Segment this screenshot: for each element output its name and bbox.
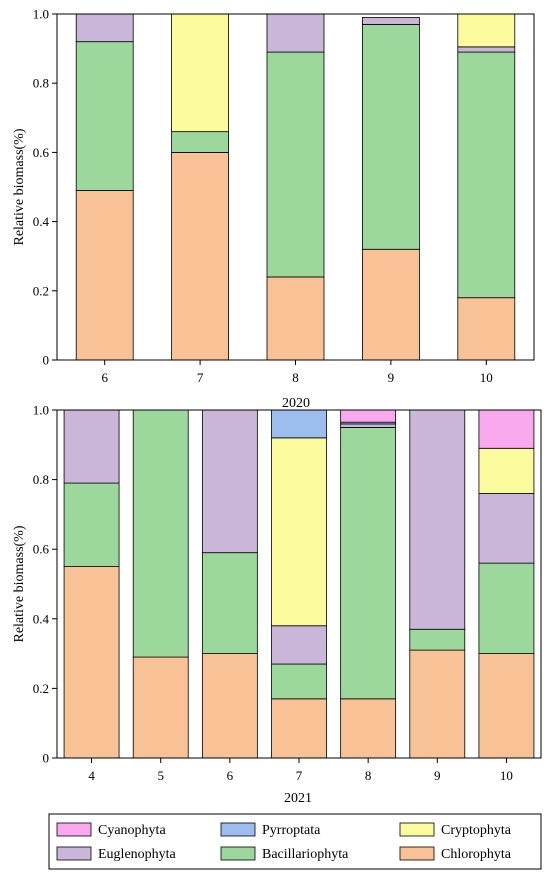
legend-swatch-pyrroptata [220, 822, 256, 837]
bar-segment-chlorophyta-9 [361, 248, 420, 361]
bar-segment-bacillariophyta-8 [266, 51, 325, 278]
y-tick-label: 0.4 [33, 611, 50, 626]
legend-label-cryptophyta: Cryptophyta [441, 823, 512, 838]
x-axis-title-2020: 2020 [282, 396, 310, 411]
bar-segment-bacillariophyta-7 [171, 131, 230, 153]
bar-segment-cyanophyta-8 [340, 409, 397, 423]
chart-2020: 6 7 8 9 10 0 0.2 0.4 0.6 0.8 1.0 2020 Relative bio… [12, 7, 535, 411]
bars-2020 [75, 13, 516, 361]
bar-segment-chlorophyta-9 [409, 649, 466, 759]
legend-label-cyanophyta: Cyanophyta [98, 823, 166, 838]
legend-swatch-bacillariophyta [220, 846, 256, 861]
x-tick-label: 10 [480, 370, 493, 385]
ticks-2020: 6 7 8 9 10 0 0.2 0.4 0.6 0.8 1.0 [33, 7, 493, 386]
ticks-2021: 4 5 6 7 8 9 10 0 0.2 0.4 0.6 0.8 1.0 [33, 403, 513, 784]
x-tick-label: 6 [227, 768, 234, 783]
bar-segment-cryptophyta-10 [457, 13, 516, 48]
bar-segment-euglenophyta-7 [271, 625, 327, 665]
bars-2021 [63, 409, 535, 759]
y-tick-label: 0.8 [33, 76, 49, 91]
bar-segment-bacillariophyta-8 [340, 426, 397, 700]
legend-swatch-euglenophyta [56, 846, 92, 861]
bar-segment-cyanophyta-10 [478, 409, 535, 449]
y-tick-label: 1.0 [33, 7, 49, 22]
y-tick-label: 0.6 [33, 542, 50, 557]
bar-segment-chlorophyta-5 [132, 656, 189, 759]
x-tick-label: 7 [296, 768, 303, 783]
bar-segment-chlorophyta-7 [171, 151, 230, 361]
bar-segment-euglenophyta-8 [266, 13, 325, 53]
chart-2021: 4 5 6 7 8 9 10 0 0.2 0.4 0.6 0.8 1.0 2021 Relative b… [12, 403, 542, 806]
legend-swatch-chlorophyta [399, 846, 435, 861]
bar-segment-chlorophyta-10 [457, 297, 516, 361]
y-tick-label: 0.2 [33, 681, 49, 696]
x-tick-label: 5 [157, 768, 164, 783]
bar-segment-chlorophyta-8 [340, 698, 397, 759]
x-axis-title-2021: 2021 [284, 791, 312, 806]
y-tick-label: 1.0 [33, 403, 49, 418]
bar-segment-euglenophyta-9 [409, 409, 466, 630]
bar-segment-euglenophyta-6 [201, 409, 258, 554]
bar-segment-chlorophyta-6 [201, 653, 258, 759]
bar-segment-euglenophyta-8 [340, 423, 397, 428]
bar-segment-bacillariophyta-10 [478, 562, 535, 654]
y-tick-label: 0 [43, 353, 50, 368]
bar-segment-cryptophyta-7 [171, 13, 230, 133]
bar-segment-bacillariophyta-7 [271, 663, 327, 700]
y-tick-label: 0.6 [33, 145, 50, 160]
bar-segment-chlorophyta-10 [478, 653, 535, 759]
x-tick-label: 6 [101, 370, 108, 385]
legend-label-pyrroptata: Pyrroptata [262, 823, 321, 838]
legend-label-bacillariophyta: Bacillariophyta [262, 847, 349, 862]
bar-segment-chlorophyta-6 [75, 190, 134, 361]
bar-segment-chlorophyta-4 [63, 566, 120, 759]
legend: Cyanophyta Pyrroptata Cryptophyta Euglenoph… [48, 813, 542, 870]
y-axis-title-2021: Relative biomass(%) [12, 525, 27, 642]
x-tick-label: 8 [365, 768, 372, 783]
bar-segment-bacillariophyta-9 [361, 23, 420, 250]
bar-segment-chlorophyta-8 [266, 276, 325, 361]
bar-segment-bacillariophyta-6 [201, 552, 258, 654]
x-tick-label: 8 [292, 370, 299, 385]
y-tick-label: 0.4 [33, 214, 50, 229]
legend-swatch-cryptophyta [399, 822, 435, 837]
bar-segment-bacillariophyta-4 [63, 482, 120, 567]
legend-label-euglenophyta: Euglenophyta [98, 847, 177, 862]
bar-segment-euglenophyta-9 [361, 17, 420, 25]
x-tick-label: 7 [197, 370, 204, 385]
bar-segment-euglenophyta-10 [478, 493, 535, 564]
bar-segment-cryptophyta-10 [478, 447, 535, 494]
bar-segment-bacillariophyta-9 [409, 628, 466, 651]
bar-segment-bacillariophyta-6 [75, 41, 134, 191]
x-tick-label: 9 [434, 768, 441, 783]
y-tick-label: 0.2 [33, 283, 49, 298]
bar-segment-bacillariophyta-10 [457, 51, 516, 299]
y-tick-label: 0.8 [33, 472, 49, 487]
x-tick-label: 10 [500, 768, 513, 783]
bar-segment-pyrroptata-7 [271, 409, 327, 439]
y-tick-label: 0 [43, 751, 50, 766]
bar-segment-chlorophyta-7 [271, 698, 327, 759]
legend-swatch-cyanophyta [56, 822, 92, 837]
x-tick-label: 4 [88, 768, 95, 783]
legend-items: Cyanophyta Pyrroptata Cryptophyta Euglenoph… [56, 822, 512, 862]
y-axis-title-2020: Relative biomass(%) [12, 128, 27, 245]
x-tick-label: 9 [388, 370, 395, 385]
bar-segment-cryptophyta-7 [271, 437, 327, 627]
bar-segment-euglenophyta-6 [75, 13, 134, 43]
legend-frame [48, 813, 542, 870]
bar-segment-euglenophyta-4 [63, 409, 120, 484]
legend-label-chlorophyta: Chlorophyta [441, 847, 512, 862]
bar-segment-euglenophyta-10 [457, 46, 516, 53]
bar-segment-bacillariophyta-5 [132, 409, 189, 658]
